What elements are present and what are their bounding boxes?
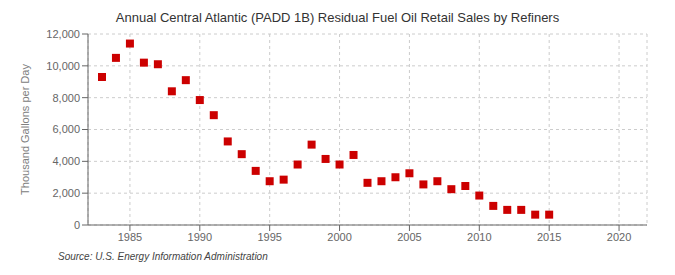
svg-text:2010: 2010 xyxy=(467,231,491,243)
svg-text:4,000: 4,000 xyxy=(52,155,80,167)
svg-text:1985: 1985 xyxy=(118,231,142,243)
html-text:Annual Central Atlantic (PADD: Annual Central Atlantic (PADD 1B) Residu… xyxy=(115,10,560,25)
svg-text:2020: 2020 xyxy=(607,231,631,243)
svg-text:2015: 2015 xyxy=(537,231,561,243)
svg-text:1990: 1990 xyxy=(188,231,212,243)
svg-text:2,000: 2,000 xyxy=(52,187,80,199)
svg-text:12,000: 12,000 xyxy=(46,28,80,40)
svg-text:10,000: 10,000 xyxy=(46,60,80,72)
html-text:Source: U.S. Energy Informatio: Source: U.S. Energy Information Administ… xyxy=(58,251,268,262)
svg-text:8,000: 8,000 xyxy=(52,92,80,104)
svg-text:2000: 2000 xyxy=(327,231,351,243)
svg-text:0: 0 xyxy=(74,219,80,231)
svg-text:Thousand Gallons per Day: Thousand Gallons per Day xyxy=(19,64,31,195)
svg-text:2005: 2005 xyxy=(397,231,421,243)
svg-text:1995: 1995 xyxy=(257,231,281,243)
svg-text:6,000: 6,000 xyxy=(52,123,80,135)
